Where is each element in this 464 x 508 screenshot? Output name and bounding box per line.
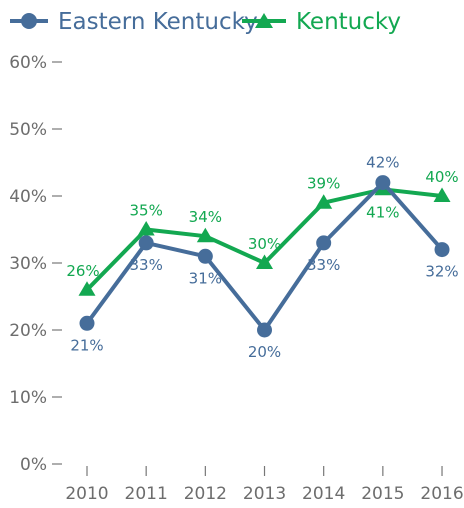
x-tick-label: 2012 — [184, 484, 227, 504]
data-point — [434, 242, 450, 258]
data-label: 33% — [307, 256, 340, 274]
y-tick-label: 50% — [9, 120, 47, 140]
legend-item-eastern-kentucky: Eastern Kentucky — [10, 9, 258, 35]
data-point — [375, 175, 391, 191]
x-tick-label: 2014 — [302, 484, 345, 504]
data-point — [316, 235, 332, 251]
data-point — [197, 248, 213, 264]
x-tick-label: 2016 — [420, 484, 463, 504]
data-label: 21% — [70, 336, 103, 354]
data-label: 31% — [189, 269, 222, 287]
data-label: 32% — [425, 263, 458, 281]
data-label: 30% — [248, 235, 281, 253]
legend-item-kentucky: Kentucky — [242, 9, 401, 35]
series-layer — [78, 175, 451, 338]
data-point — [78, 281, 96, 296]
data-point — [196, 227, 214, 243]
y-tick-label: 20% — [9, 321, 47, 341]
x-axis: 2010 2011 2012 2013 2014 2015 2016 — [65, 466, 464, 504]
data-label: 20% — [248, 343, 281, 361]
legend-triangle-marker — [255, 13, 273, 28]
legend-circle-marker — [21, 13, 37, 29]
y-tick-label: 10% — [9, 388, 47, 408]
data-label: 42% — [366, 154, 399, 172]
data-label: 40% — [425, 168, 458, 186]
y-axis: 0% 10% 20% 30% 40% 50% 60% — [9, 53, 62, 475]
series-eastern-kentucky — [79, 175, 450, 338]
x-tick-label: 2015 — [361, 484, 404, 504]
x-tick-label: 2011 — [125, 484, 168, 504]
y-tick-label: 40% — [9, 187, 47, 207]
data-point — [433, 187, 451, 202]
legend-label: Eastern Kentucky — [58, 9, 258, 35]
legend-label: Kentucky — [296, 9, 401, 35]
data-point — [138, 235, 154, 251]
data-label: 33% — [129, 256, 162, 274]
data-point — [256, 254, 274, 269]
data-point — [315, 194, 333, 209]
x-tick-label: 2013 — [243, 484, 286, 504]
y-tick-label: 30% — [9, 254, 47, 274]
data-label: 35% — [129, 202, 162, 220]
data-label: 34% — [189, 208, 222, 226]
data-point — [79, 315, 95, 331]
data-label: 41% — [366, 203, 399, 221]
y-tick-label: 60% — [9, 53, 47, 73]
data-label: 26% — [66, 262, 99, 280]
data-point — [137, 221, 155, 236]
y-tick-label: 0% — [20, 455, 47, 475]
legend: Eastern Kentucky Kentucky — [10, 9, 401, 35]
data-label: 39% — [307, 175, 340, 193]
data-label-layer: 21% 33% 31% 20% 33% 42% 32% 26% 35% 34% 30% 39% 41% 4… — [66, 154, 458, 361]
data-point — [257, 322, 273, 338]
x-tick-label: 2010 — [65, 484, 108, 504]
